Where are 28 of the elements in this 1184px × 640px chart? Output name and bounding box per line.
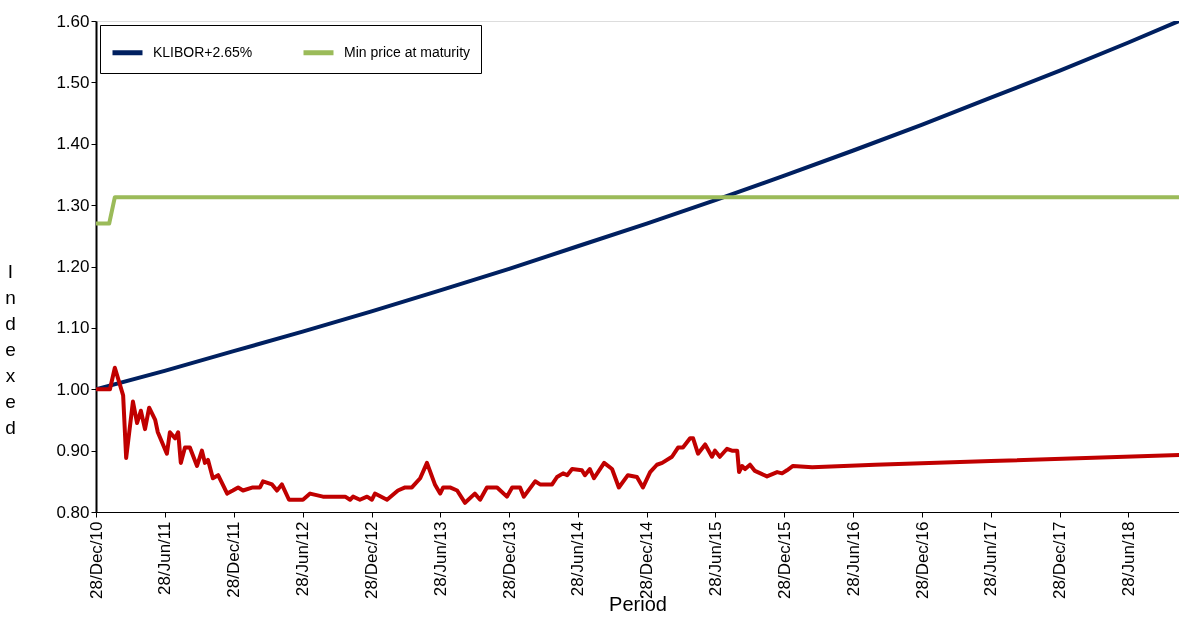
y-tick-label: 1.60 — [56, 11, 90, 31]
x-tick-label: 28/Dec/13 — [499, 521, 519, 599]
x-tick-label: 28/Jun/16 — [843, 521, 863, 597]
y-tick-label: 0.80 — [56, 502, 90, 522]
x-tick-label: 28/Dec/10 — [86, 521, 106, 599]
y-axis-title: Indexed — [5, 260, 16, 438]
x-tick-label: 28/Jun/17 — [981, 521, 1001, 597]
y-tick-label: 1.10 — [56, 318, 90, 338]
legend-label: Min price at maturity — [344, 43, 471, 60]
y-tick-label: 1.50 — [56, 72, 90, 92]
x-tick-label: 28/Dec/15 — [774, 521, 794, 599]
x-tick-label: 28/Jun/11 — [155, 521, 175, 595]
x-tick-label: 28/Dec/12 — [362, 521, 382, 599]
line-series — [96, 365, 1179, 505]
x-tick-label: 28/Jun/18 — [1118, 521, 1138, 597]
y-tick-label: 1.40 — [56, 134, 90, 154]
y-tick-label: 1.20 — [56, 257, 90, 276]
x-tick-label: 28/Jun/14 — [568, 521, 588, 597]
y-tick-label: 1.30 — [56, 195, 90, 215]
x-tick-label: 28/Dec/16 — [912, 521, 932, 599]
x-tick-label: 28/Dec/17 — [1050, 521, 1070, 599]
y-tick-label: 1.00 — [56, 379, 90, 399]
x-tick-label: 28/Jun/13 — [430, 521, 450, 597]
legend-label: KLIBOR+2.65% — [153, 43, 253, 60]
x-tick-label: 28/Jun/15 — [705, 521, 725, 597]
x-tick-label: 28/Jun/12 — [293, 521, 313, 597]
x-tick-label: 28/Dec/11 — [224, 521, 244, 598]
y-tick-label: 0.90 — [56, 441, 90, 461]
